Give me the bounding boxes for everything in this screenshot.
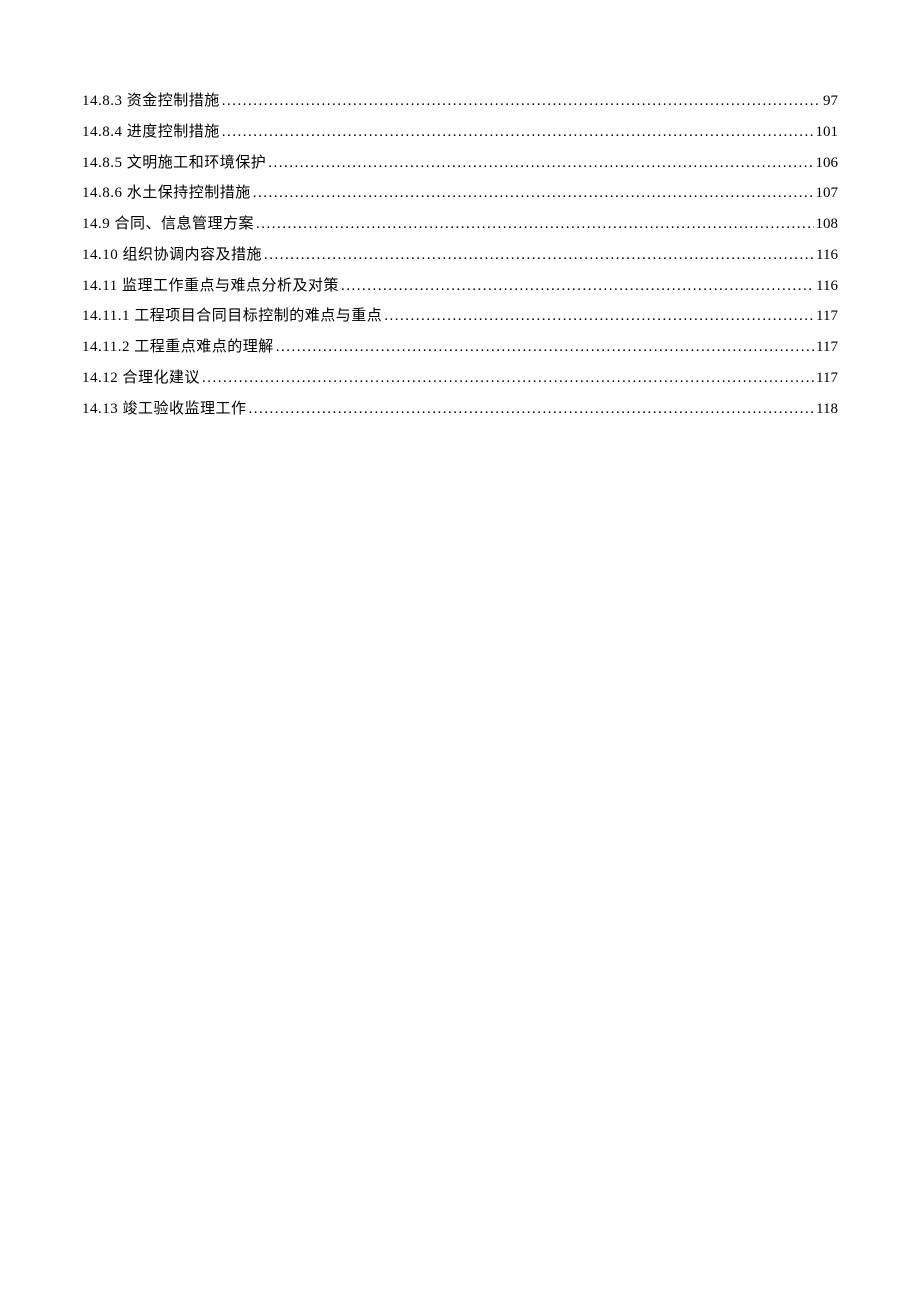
toc-page-number: 107 bbox=[816, 178, 839, 209]
table-of-contents: 14.8.3 资金控制措施 97 14.8.4 进度控制措施 101 14.8.… bbox=[82, 86, 838, 424]
toc-page-number: 97 bbox=[823, 86, 838, 117]
toc-page-number: 117 bbox=[816, 332, 838, 363]
toc-entry: 14.8.4 进度控制措施 101 bbox=[82, 117, 838, 148]
toc-page-number: 117 bbox=[816, 301, 838, 332]
document-page: 14.8.3 资金控制措施 97 14.8.4 进度控制措施 101 14.8.… bbox=[0, 0, 920, 424]
toc-leader-dots bbox=[276, 332, 814, 363]
toc-page-number: 101 bbox=[816, 117, 839, 148]
toc-leader-dots bbox=[341, 271, 814, 302]
toc-label: 14.8.3 资金控制措施 bbox=[82, 86, 220, 117]
toc-leader-dots bbox=[253, 178, 814, 209]
toc-label: 14.9 合同、信息管理方案 bbox=[82, 209, 254, 240]
toc-label: 14.12 合理化建议 bbox=[82, 363, 200, 394]
toc-leader-dots bbox=[384, 301, 814, 332]
toc-entry: 14.11.1 工程项目合同目标控制的难点与重点 117 bbox=[82, 301, 838, 332]
toc-entry: 14.12 合理化建议 117 bbox=[82, 363, 838, 394]
toc-label: 14.11 监理工作重点与难点分析及对策 bbox=[82, 271, 339, 302]
toc-label: 14.8.6 水土保持控制措施 bbox=[82, 178, 251, 209]
toc-entry: 14.9 合同、信息管理方案 108 bbox=[82, 209, 838, 240]
toc-leader-dots bbox=[268, 148, 813, 179]
toc-page-number: 118 bbox=[816, 394, 838, 425]
toc-leader-dots bbox=[256, 209, 813, 240]
toc-leader-dots bbox=[222, 117, 814, 148]
toc-page-number: 106 bbox=[816, 148, 839, 179]
toc-page-number: 117 bbox=[816, 363, 838, 394]
toc-leader-dots bbox=[202, 363, 814, 394]
toc-page-number: 108 bbox=[816, 209, 839, 240]
toc-entry: 14.11.2 工程重点难点的理解 117 bbox=[82, 332, 838, 363]
toc-leader-dots bbox=[264, 240, 814, 271]
toc-page-number: 116 bbox=[816, 240, 838, 271]
toc-entry: 14.8.6 水土保持控制措施 107 bbox=[82, 178, 838, 209]
toc-entry: 14.8.3 资金控制措施 97 bbox=[82, 86, 838, 117]
toc-label: 14.13 竣工验收监理工作 bbox=[82, 394, 247, 425]
toc-entry: 14.8.5 文明施工和环境保护 106 bbox=[82, 148, 838, 179]
toc-label: 14.10 组织协调内容及措施 bbox=[82, 240, 262, 271]
toc-page-number: 116 bbox=[816, 271, 838, 302]
toc-leader-dots bbox=[222, 86, 821, 117]
toc-label: 14.8.4 进度控制措施 bbox=[82, 117, 220, 148]
toc-entry: 14.10 组织协调内容及措施 116 bbox=[82, 240, 838, 271]
toc-leader-dots bbox=[249, 394, 815, 425]
toc-label: 14.8.5 文明施工和环境保护 bbox=[82, 148, 266, 179]
toc-label: 14.11.2 工程重点难点的理解 bbox=[82, 332, 274, 363]
toc-entry: 14.13 竣工验收监理工作 118 bbox=[82, 394, 838, 425]
toc-label: 14.11.1 工程项目合同目标控制的难点与重点 bbox=[82, 301, 382, 332]
toc-entry: 14.11 监理工作重点与难点分析及对策 116 bbox=[82, 271, 838, 302]
